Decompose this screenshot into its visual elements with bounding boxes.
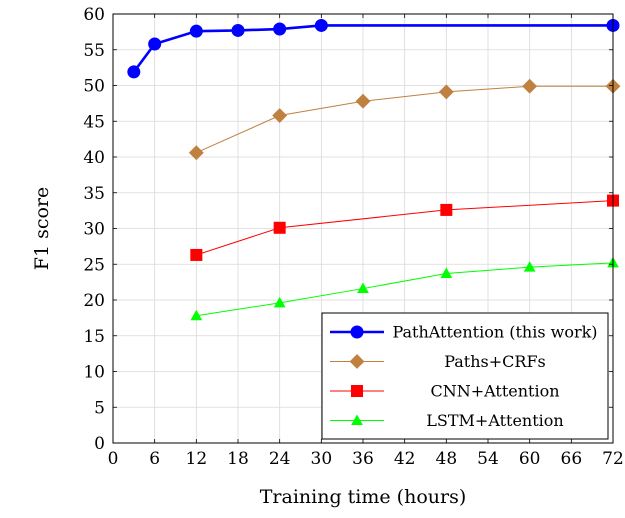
y-tick-label: 45 — [83, 112, 105, 132]
data-point — [314, 18, 328, 32]
data-point — [188, 145, 204, 161]
series-0 — [127, 18, 620, 79]
legend-entry: Paths+CRFs — [330, 352, 546, 371]
x-tick-label: 12 — [186, 449, 208, 469]
data-point — [189, 24, 203, 38]
y-tick-label: 55 — [83, 41, 105, 61]
series-line — [196, 262, 614, 317]
x-tick-label: 42 — [394, 449, 416, 469]
legend-marker — [350, 325, 364, 339]
y-tick-label: 35 — [83, 184, 105, 204]
legend-label: PathAttention (this work) — [392, 323, 597, 342]
x-tick-label: 36 — [352, 449, 374, 469]
data-point — [357, 282, 369, 294]
x-tick-label: 48 — [436, 449, 458, 469]
data-point — [190, 248, 203, 261]
series-line — [196, 200, 614, 256]
data-point — [523, 261, 536, 272]
data-point — [273, 221, 286, 234]
y-tick-label: 25 — [83, 255, 105, 275]
legend-label: CNN+Attention — [430, 382, 559, 401]
series-line — [132, 24, 613, 73]
legend-label: Paths+CRFs — [444, 352, 546, 371]
y-tick-label: 50 — [83, 77, 105, 97]
x-tick-label: 6 — [149, 449, 160, 469]
data-point — [438, 84, 454, 100]
y-tick-label: 10 — [83, 363, 105, 383]
x-tick-label: 0 — [108, 449, 119, 469]
data-point — [148, 37, 162, 51]
data-point — [272, 108, 288, 123]
y-tick-label: 20 — [83, 291, 105, 311]
x-tick-label: 66 — [561, 449, 583, 469]
legend-label: LSTM+Attention — [426, 411, 563, 430]
y-tick-label: 60 — [83, 5, 105, 25]
series-1 — [188, 78, 621, 161]
y-axis-label: F1 score — [31, 187, 53, 270]
x-tick-label: 30 — [311, 449, 333, 469]
legend-box — [321, 312, 609, 440]
tick-layer: 0 6 12 18 24 30 36 42 48 54 60 66 72 0 5 10 15 20 25 30 35 40… — [83, 5, 623, 469]
series-line — [196, 85, 613, 154]
data-point — [440, 203, 453, 216]
data-point — [231, 23, 245, 37]
x-tick-label: 60 — [519, 449, 541, 469]
data-point — [440, 267, 453, 279]
x-tick-label: 54 — [477, 449, 499, 469]
y-tick-label: 15 — [83, 327, 105, 347]
legend-entry: CNN+Attention — [330, 382, 560, 401]
x-tick-label: 18 — [227, 449, 249, 469]
x-tick-label: 72 — [602, 449, 624, 469]
data-point — [273, 22, 287, 36]
y-tick-label: 5 — [94, 398, 105, 418]
data-point — [190, 309, 203, 321]
data-point — [273, 296, 286, 308]
x-axis-label: Training time (hours) — [260, 486, 467, 508]
y-tick-label: 30 — [83, 220, 105, 240]
data-point — [127, 65, 141, 79]
data-point — [522, 78, 538, 94]
legend-entry: LSTM+Attention — [330, 411, 564, 430]
legend-marker — [351, 385, 363, 397]
legend-marker — [349, 354, 365, 369]
series-layer — [127, 18, 621, 321]
y-tick-label: 0 — [94, 434, 105, 454]
x-tick-label: 24 — [269, 449, 291, 469]
legend-entry: PathAttention (this work) — [330, 323, 598, 342]
y-tick-label: 40 — [83, 148, 105, 168]
legend: PathAttention (this work) Paths+CRFs CNN+A… — [321, 312, 609, 440]
data-point — [355, 93, 371, 109]
legend-marker — [351, 414, 363, 425]
